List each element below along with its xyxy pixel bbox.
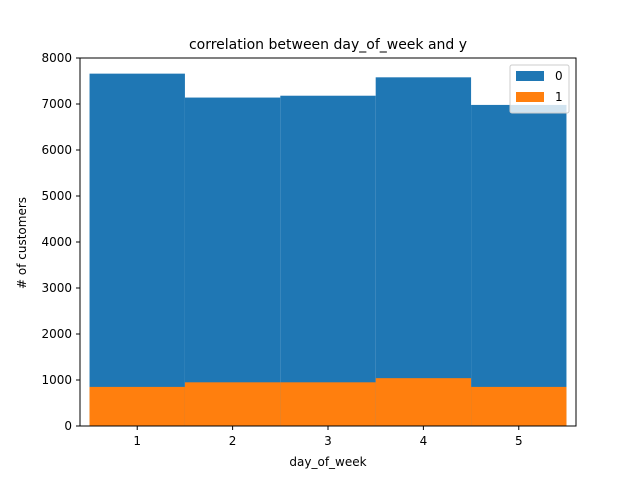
x-axis-label: day_of_week xyxy=(289,455,366,469)
bar-series-0-day-2 xyxy=(184,97,281,426)
legend-label-0: 0 xyxy=(555,69,563,83)
legend-swatch-0 xyxy=(516,71,544,81)
bar-series-1-day-2 xyxy=(184,382,281,426)
y-tick-label-6000: 6000 xyxy=(41,143,72,157)
y-tick-label-7000: 7000 xyxy=(41,97,72,111)
y-tick-label-0: 0 xyxy=(64,419,72,433)
x-tick-label-1: 1 xyxy=(133,434,141,448)
y-axis-label: # of customers xyxy=(15,197,29,289)
bar-series-0-day-5 xyxy=(471,104,567,427)
y-tick-label-3000: 3000 xyxy=(41,281,72,295)
legend-swatch-1 xyxy=(516,92,544,102)
y-tick-label-1000: 1000 xyxy=(41,373,72,387)
chart-title: correlation between day_of_week and y xyxy=(189,37,467,53)
axes-layer: 1 2 3 4 5 0 1000 2000 3000 4000 5000 6000 7000 8000 xyxy=(41,51,577,448)
bar-series-0-day-4 xyxy=(375,77,472,426)
y-tick-label-2000: 2000 xyxy=(41,327,72,341)
x-tick-label-5: 5 xyxy=(515,434,523,448)
bar-series-1-day-5 xyxy=(471,386,567,426)
x-tick-label-2: 2 xyxy=(229,434,237,448)
y-tick-label-8000: 8000 xyxy=(41,51,72,65)
x-tick-label-3: 3 xyxy=(324,434,332,448)
legend-label-1: 1 xyxy=(555,90,563,104)
y-tick-label-4000: 4000 xyxy=(41,235,72,249)
bars-layer xyxy=(89,73,567,427)
bar-series-1-day-1 xyxy=(89,386,185,426)
bar-series-1-day-3 xyxy=(280,382,376,426)
bar-series-0-day-1 xyxy=(89,73,185,426)
y-tick-label-5000: 5000 xyxy=(41,189,72,203)
legend: 01 xyxy=(509,64,570,114)
x-tick-label-4: 4 xyxy=(420,434,428,448)
bar-series-0-day-3 xyxy=(280,95,376,426)
bar-series-1-day-4 xyxy=(375,378,472,426)
